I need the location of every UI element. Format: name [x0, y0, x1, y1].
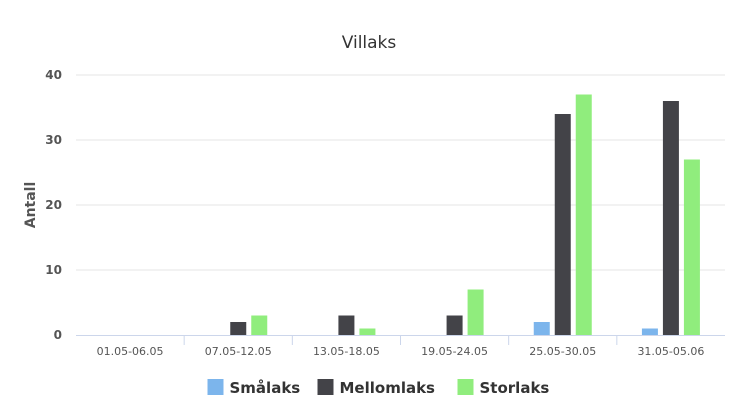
bar-storlaks[interactable] — [575, 94, 592, 336]
x-axis-ticks: 01.05-06.05 07.05-12.05 13.05-18.05 19.05-2… — [97, 335, 704, 358]
x-tick-label: 01.05-06.05 — [97, 345, 164, 358]
bar-smålaks[interactable] — [641, 328, 658, 336]
bar-storlaks[interactable] — [467, 289, 484, 336]
legend-swatch — [317, 379, 334, 395]
legend-swatch — [207, 379, 224, 395]
bar-storlaks[interactable] — [251, 315, 268, 336]
y-axis-label: Antall — [23, 182, 39, 229]
y-tick-label: 20 — [45, 198, 62, 212]
y-tick-label: 0 — [54, 328, 62, 342]
legend-swatch — [457, 379, 474, 395]
gridlines — [76, 74, 725, 271]
y-tick-label: 40 — [45, 68, 62, 82]
y-tick-label: 30 — [45, 133, 62, 147]
x-tick-label: 19.05-24.05 — [421, 345, 488, 358]
bar-storlaks[interactable] — [683, 159, 700, 336]
bar-mellomlaks[interactable] — [554, 114, 571, 335]
x-tick-label: 25.05-30.05 — [529, 345, 596, 358]
y-tick-label: 10 — [45, 263, 62, 277]
bar-smålaks[interactable] — [533, 322, 550, 335]
legend: Smålaks Mellomlaks Storlaks — [207, 379, 550, 397]
bar-mellomlaks[interactable] — [446, 315, 463, 336]
bar-mellomlaks[interactable] — [662, 101, 679, 335]
legend-item-label[interactable]: Mellomlaks — [340, 379, 436, 397]
bar-mellomlaks[interactable] — [230, 322, 247, 335]
x-tick-label: 07.05-12.05 — [205, 345, 272, 358]
bar-mellomlaks[interactable] — [338, 315, 355, 336]
bar-storlaks[interactable] — [359, 328, 376, 336]
bars — [230, 94, 700, 336]
y-axis-ticks: 0 10 20 30 40 — [45, 68, 62, 342]
legend-item-label[interactable]: Smålaks — [230, 379, 301, 397]
chart-title: Villaks — [342, 33, 397, 53]
x-tick-label: 13.05-18.05 — [313, 345, 380, 358]
x-tick-label: 31.05-05.06 — [637, 345, 704, 358]
legend-item-label[interactable]: Storlaks — [480, 379, 550, 397]
